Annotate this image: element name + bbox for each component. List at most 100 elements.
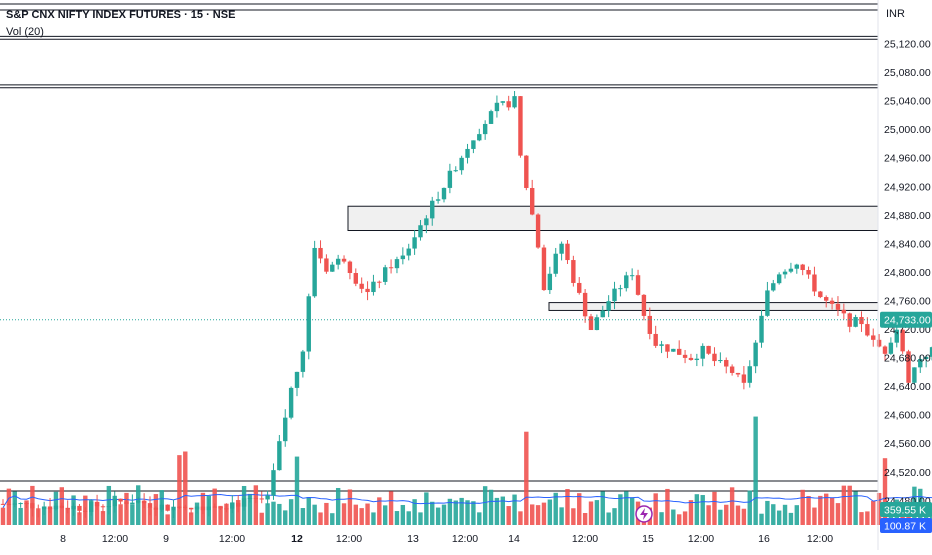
volume-bar [224, 503, 229, 525]
volume-bar [435, 507, 441, 525]
volume-bar [265, 503, 270, 525]
candle-body [206, 506, 211, 511]
volume-bar [853, 491, 858, 525]
candle-body [518, 96, 523, 156]
volume-bar [247, 493, 253, 525]
time-tick-label: 15 [642, 533, 654, 545]
volume-bar [412, 499, 417, 525]
volume-bar [183, 451, 188, 525]
time-tick-label: 13 [407, 533, 419, 545]
volume-bar [677, 514, 682, 525]
volume-bar [165, 514, 170, 525]
candle-body [724, 360, 729, 367]
volume-bar [18, 507, 23, 525]
time-tick-label: 12:00 [452, 533, 478, 545]
candle-body [859, 317, 864, 325]
volume-bar [688, 500, 694, 525]
candle-body [535, 214, 541, 248]
volume-bar [453, 500, 458, 525]
candle-body [606, 301, 611, 311]
candle-body [477, 134, 482, 141]
candle-body [188, 507, 194, 510]
volume-bar [418, 512, 423, 525]
volume-bar [706, 505, 711, 525]
volume-avg-label: 100.87 K [884, 521, 926, 533]
volume-bar [383, 505, 388, 525]
candle-body [547, 273, 553, 291]
volume-bar [806, 496, 811, 525]
volume-bar [530, 504, 535, 525]
candle-body [83, 510, 88, 512]
candle-body [341, 258, 347, 262]
volume-bar [294, 456, 300, 525]
candle-body [923, 356, 929, 359]
candle-body [365, 288, 370, 293]
candle-body [236, 502, 241, 507]
price-tick-label: 24,840.00 [884, 238, 931, 250]
volume-bar [347, 489, 353, 525]
candle-body [653, 333, 658, 346]
time-tick-label: 12 [291, 533, 303, 545]
candle-body [865, 324, 870, 336]
volume-bar [612, 508, 617, 525]
volume-bar [577, 493, 582, 525]
volume-bar [747, 490, 752, 525]
candle-body [388, 267, 394, 269]
price-tick-label: 24,680.00 [884, 353, 931, 365]
currency-label: INR [886, 8, 905, 20]
candle-body [835, 303, 841, 310]
candle-body [136, 500, 141, 503]
candle-body [106, 506, 112, 508]
candle-body [671, 348, 676, 352]
time-tick-label: 12:00 [102, 533, 128, 545]
volume-bar [488, 489, 494, 525]
candle-body [882, 346, 888, 354]
volume-bar [441, 504, 447, 525]
volume-bar [588, 501, 594, 525]
candle-body [712, 353, 717, 362]
candle-body [565, 243, 570, 261]
candle-body [441, 187, 447, 200]
candle-body [200, 506, 206, 511]
candle-body [571, 260, 576, 283]
volume-bar [659, 512, 664, 525]
volume-bar [430, 501, 435, 525]
time-tick-label: 12:00 [807, 533, 833, 545]
volume-bar [6, 488, 12, 525]
candle-body [89, 501, 94, 512]
volume-bar [782, 504, 788, 525]
candle-body [288, 387, 294, 418]
candle-body [259, 498, 264, 500]
candle-body [447, 170, 453, 188]
candle-body [130, 502, 135, 505]
volume-bar [330, 513, 335, 525]
candle-body [929, 347, 932, 357]
time-tick-label: 12:00 [219, 533, 245, 545]
candle-body [18, 503, 23, 505]
volume-bar [776, 510, 782, 525]
candle-body [871, 335, 876, 340]
candle-body [629, 275, 635, 277]
volume-bar [653, 493, 658, 525]
volume-bar [147, 507, 153, 525]
last-price-label: 24,733.00 [884, 315, 931, 327]
candle-body [594, 317, 600, 331]
candle-body [47, 506, 53, 510]
candle-body [230, 502, 235, 509]
candle-body [124, 501, 129, 505]
candle-body [59, 505, 64, 508]
price-tick-label: 24,600.00 [884, 410, 931, 422]
candle-body [171, 506, 176, 511]
volume-bar [371, 512, 376, 525]
candle-body [876, 339, 882, 347]
volume-bar [0, 507, 6, 525]
time-tick-label: 8 [60, 533, 66, 545]
candle-body [24, 503, 29, 505]
candle-body [324, 258, 329, 272]
volume-bar [871, 500, 876, 525]
volume-bar [600, 491, 605, 525]
volume-bar [565, 489, 570, 525]
volume-bar [341, 503, 347, 525]
